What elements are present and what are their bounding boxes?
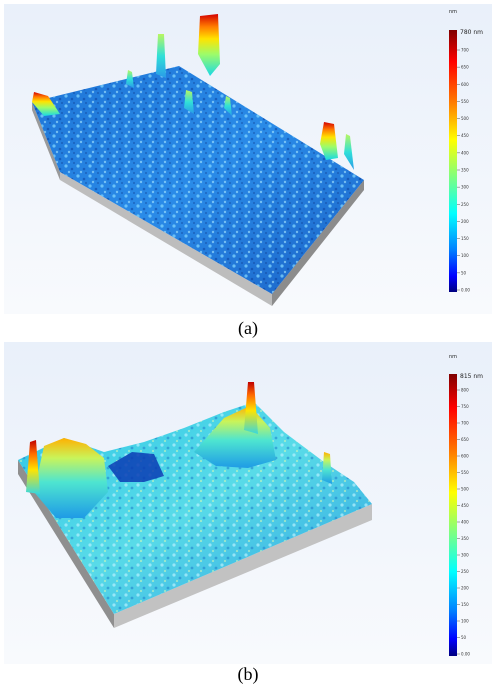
colorbar-tick-label: 350 <box>461 168 469 173</box>
colorbar-a-ticks: 700 650 600 550 500 450 400 350 300 250 200 150 100 5… <box>457 48 470 293</box>
colorbar-tick-label: 0.00 <box>461 288 470 293</box>
colorbar-tick-label: 750 <box>461 404 469 409</box>
colorbar-tick-label: 800 <box>461 388 469 393</box>
colorbar-tick-label: 200 <box>461 586 469 591</box>
colorbar-tick-label: 0.00 <box>461 652 470 657</box>
colorbar-tick-label: 150 <box>461 602 469 607</box>
colorbar-tick-label: 500 <box>461 487 469 492</box>
colorbar-tick-label: 600 <box>461 454 469 459</box>
colorbar-tick-label: 550 <box>461 99 469 104</box>
colorbar-tick-label: 50 <box>461 635 467 640</box>
surface-plot-b: nm 815 nm 800 750 700 650 600 550 500 450 400 350… <box>4 342 492 664</box>
colorbar-tick-label: 300 <box>461 553 469 558</box>
caption-a: (a) <box>238 318 258 338</box>
colorbar-tick-label: 250 <box>461 569 469 574</box>
surface-plot-a-svg: nm 780 nm 700 650 600 550 500 450 400 350 300 250… <box>4 4 492 314</box>
colorbar-tick-label: 700 <box>461 421 469 426</box>
surface-plot-a: nm 780 nm 700 650 600 550 500 450 400 350 300 250… <box>4 4 492 314</box>
colorbar-tick-label: 350 <box>461 536 469 541</box>
colorbar-tick-label: 500 <box>461 116 469 121</box>
colorbar-b <box>449 374 457 656</box>
colorbar-tick-label: 400 <box>461 150 469 155</box>
colorbar-tick-label: 450 <box>461 133 469 138</box>
colorbar-tick-label: 250 <box>461 202 469 207</box>
colorbar-b-ticks: 800 750 700 650 600 550 500 450 400 350 300 250 200 1… <box>457 388 470 657</box>
caption-b: (b) <box>237 664 259 684</box>
colorbar-tick-label: 450 <box>461 503 469 508</box>
colorbar-tick-label: 300 <box>461 185 469 190</box>
colorbar-tick-label: 650 <box>461 437 469 442</box>
colorbar-tick-label: 100 <box>461 253 469 258</box>
colorbar-tick-label: 550 <box>461 470 469 475</box>
colorbar-tick-label: 400 <box>461 520 469 525</box>
colorbar-a <box>449 30 457 292</box>
colorbar-tick-label: 650 <box>461 65 469 70</box>
colorbar-tick-label: 50 <box>461 270 467 275</box>
colorbar-tick-label: 150 <box>461 236 469 241</box>
colorbar-tick-label: 600 <box>461 82 469 87</box>
colorbar-b-unit: nm <box>449 354 457 360</box>
surface-plot-b-svg: nm 815 nm 800 750 700 650 600 550 500 450 400 350… <box>4 342 492 664</box>
colorbar-tick-label: 200 <box>461 219 469 224</box>
colorbar-tick-label: 700 <box>461 48 469 53</box>
colorbar-a-unit: nm <box>449 9 457 15</box>
colorbar-a-max-label: 780 nm <box>460 29 483 36</box>
colorbar-b-max-label: 815 nm <box>460 373 483 380</box>
colorbar-tick-label: 100 <box>461 619 469 624</box>
